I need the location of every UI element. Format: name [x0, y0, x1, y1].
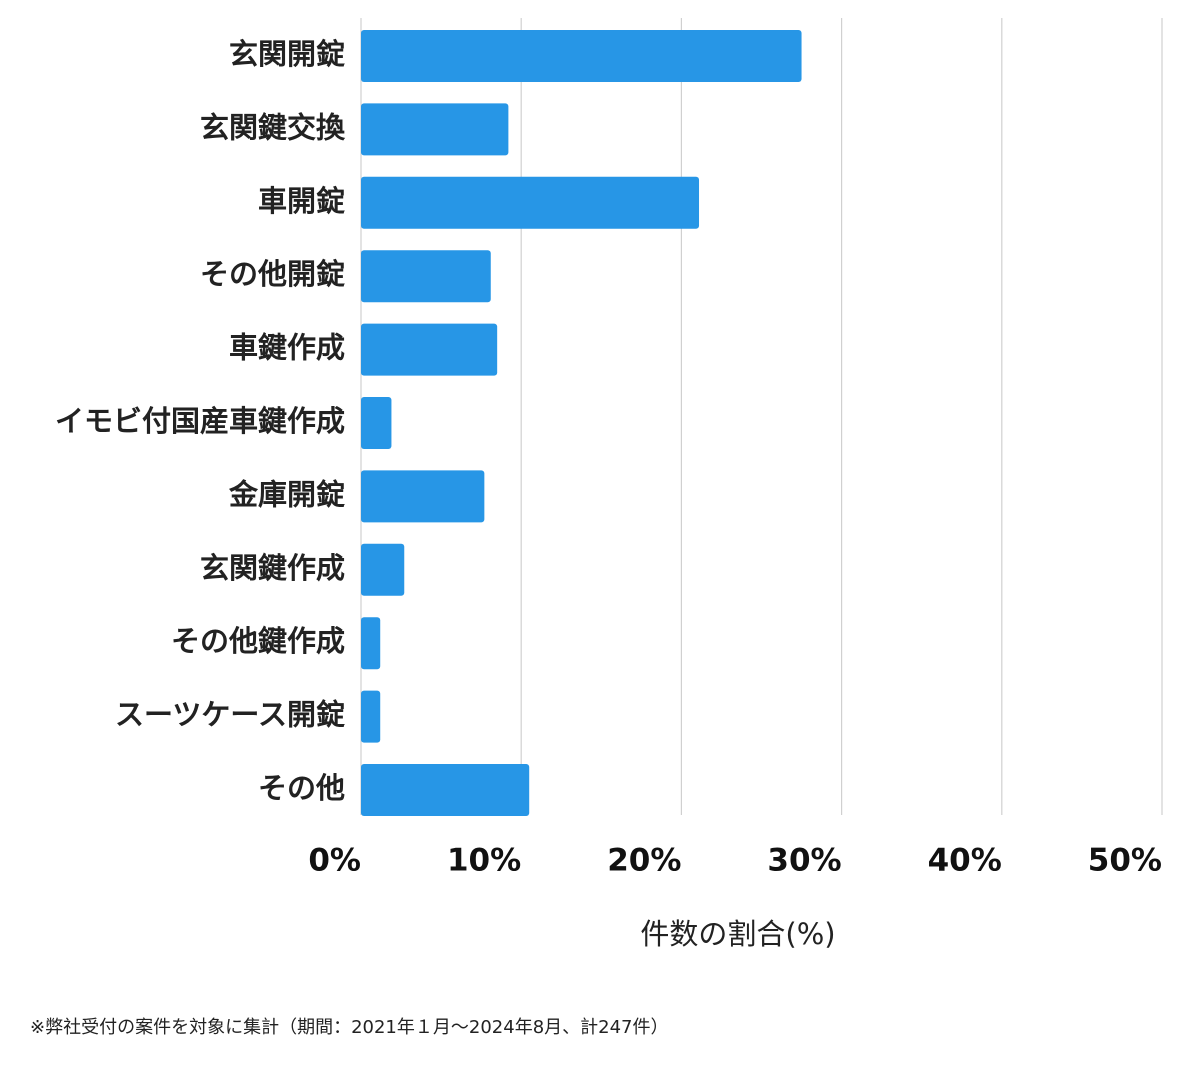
y-tick-label: その他鍵作成	[171, 624, 345, 658]
y-tick-label: 玄関鍵作成	[200, 551, 345, 585]
bar	[361, 397, 392, 449]
y-tick-label: 車開錠	[258, 184, 345, 218]
bar	[361, 470, 485, 523]
y-tick-label: 車鍵作成	[229, 331, 345, 365]
y-tick-label: その他開錠	[200, 257, 345, 291]
y-tick-label: 金庫開錠	[228, 477, 345, 511]
y-tick-label: 玄関開錠	[229, 37, 345, 71]
x-axis-label: 件数の割合(%)	[640, 917, 835, 951]
bar	[361, 690, 381, 743]
bar	[361, 250, 491, 303]
y-tick-label: イモビ付国産車鍵作成	[55, 404, 345, 438]
bar	[361, 617, 381, 670]
x-tick-label: 40%	[928, 843, 1002, 879]
x-tick-label: 20%	[607, 843, 681, 879]
bar	[361, 764, 530, 816]
footnote: ※弊社受付の案件を対象に集計（期間：2021年１月～2024年8月、計247件）	[30, 1017, 669, 1038]
y-tick-label: 玄関鍵交換	[200, 110, 346, 144]
x-tick-label: 50%	[1088, 843, 1162, 879]
x-tick-label: 30%	[767, 843, 841, 879]
x-tick-label: 0%	[308, 843, 361, 879]
bar	[361, 176, 700, 229]
bar	[361, 543, 405, 596]
bar	[361, 103, 509, 156]
bar	[361, 323, 498, 376]
bar	[361, 30, 802, 82]
y-tick-label: その他	[258, 771, 345, 805]
y-tick-label: スーツケース開錠	[115, 698, 345, 732]
x-tick-label: 10%	[447, 843, 521, 879]
